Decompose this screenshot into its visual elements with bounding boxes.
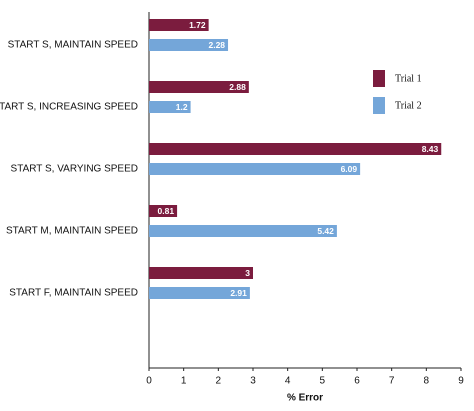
category-label: START F, MAINTAIN SPEED <box>9 288 138 299</box>
bar <box>149 143 442 155</box>
bar <box>149 205 178 217</box>
bar <box>149 163 361 175</box>
x-tick-label: 3 <box>250 376 256 387</box>
legend-swatch <box>373 70 385 87</box>
x-tick-label: 4 <box>285 376 291 387</box>
category-label: START S, VARYING SPEED <box>11 164 138 175</box>
value-label: 2.88 <box>229 82 246 92</box>
legend-label: Trial 2 <box>395 100 422 111</box>
value-label: 2.28 <box>208 40 225 50</box>
x-tick-label: 5 <box>320 376 326 387</box>
value-label: 3 <box>245 268 250 278</box>
category-label: START S, MAINTAIN SPEED <box>8 40 138 51</box>
bar <box>149 19 209 31</box>
bar <box>149 287 250 299</box>
bar <box>149 39 229 51</box>
value-label: 1.2 <box>176 102 188 112</box>
x-tick-label: 0 <box>146 376 152 387</box>
legend-swatch <box>373 97 385 114</box>
value-label: 1.72 <box>189 20 206 30</box>
x-tick-label: 1 <box>181 376 187 387</box>
category-label: START M, MAINTAIN SPEED <box>6 226 138 237</box>
bar <box>149 267 253 279</box>
value-label: 2.91 <box>230 288 247 298</box>
category-label: START S, INCREASING SPEED <box>0 102 138 113</box>
x-tick-label: 8 <box>424 376 430 387</box>
x-tick-label: 6 <box>354 376 360 387</box>
value-label: 5.42 <box>317 226 334 236</box>
x-tick-label: 9 <box>458 376 464 387</box>
bar <box>149 81 249 93</box>
x-axis-label: % Error <box>287 393 323 404</box>
value-label: 0.81 <box>158 206 175 216</box>
value-label: 8.43 <box>422 144 439 154</box>
bar <box>149 101 191 113</box>
legend-label: Trial 1 <box>395 73 422 84</box>
x-tick-label: 7 <box>389 376 395 387</box>
bar <box>149 225 337 237</box>
x-tick-label: 2 <box>216 376 222 387</box>
value-label: 6.09 <box>341 164 358 174</box>
